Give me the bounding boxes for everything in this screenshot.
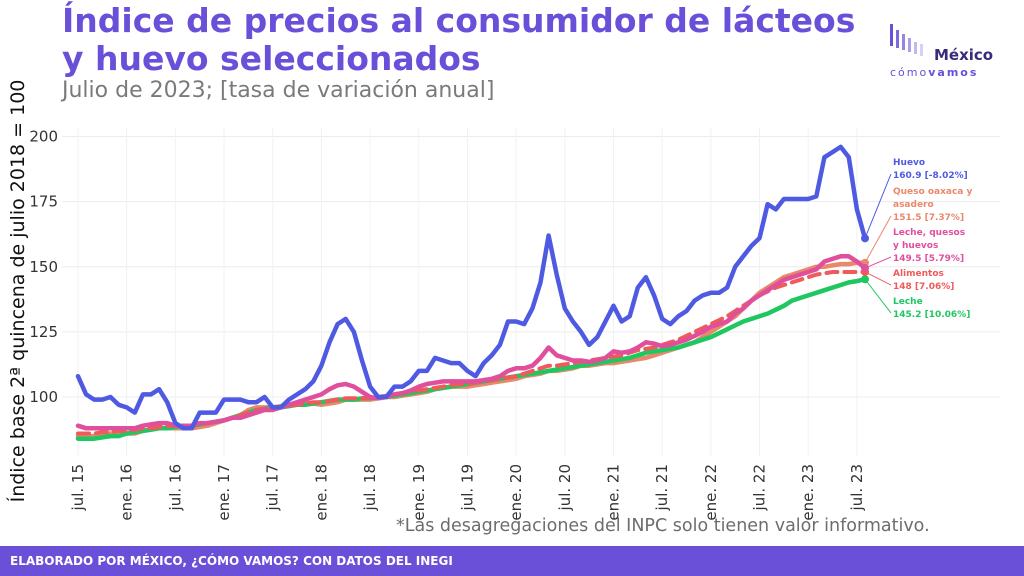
series-label-leader — [864, 173, 892, 239]
y-tick-label: 175 — [29, 193, 58, 211]
series-label-value: 149.5 [5.79%] — [893, 254, 964, 264]
page-subtitle: Julio de 2023; [tasa de variación anual] — [62, 78, 495, 103]
footer-text: ELABORADO POR MÉXICO, ¿CÓMO VAMOS? CON D… — [10, 554, 453, 568]
chart-grid — [62, 128, 1000, 456]
x-tick-label: ene. 16 — [118, 464, 136, 521]
x-tick-label: jul. 19 — [458, 464, 476, 511]
logo-text-bold: vamos — [928, 66, 979, 79]
logo-text-light: cómo — [890, 66, 929, 79]
x-tick-label: ene. 22 — [702, 464, 720, 521]
logo-text-bottom: cómovamos — [890, 66, 978, 79]
x-tick-label: ene. 18 — [312, 464, 330, 521]
series-label-name: y huevos — [893, 241, 938, 251]
series-label-name: Leche — [893, 297, 923, 307]
x-tick-label: jul. 22 — [751, 464, 769, 511]
series-label-leader — [864, 256, 892, 269]
y-axis-label: Índice base 2ª quincena de julio 2018 = … — [6, 80, 29, 503]
y-tick-label: 100 — [29, 388, 58, 406]
page-title: Índice de precios al consumidor de lácte… — [62, 1, 856, 78]
logo: México cómovamos — [888, 24, 1008, 84]
x-tick-label: jul. 23 — [848, 464, 866, 511]
x-tick-label: ene. 23 — [799, 464, 817, 521]
series-label-name: Alimentos — [893, 269, 944, 279]
logo-text-top: México — [934, 46, 994, 64]
series-label-value: 151.5 [7.37%] — [893, 213, 964, 223]
chart-series — [75, 144, 869, 441]
x-tick-label: jul. 16 — [166, 464, 184, 511]
series-label-leader — [864, 215, 892, 264]
series-label-name: asadero — [893, 200, 934, 210]
x-tick-label: ene. 17 — [215, 464, 233, 521]
series-label-leader — [864, 271, 892, 286]
x-tick-label: jul. 20 — [556, 464, 574, 511]
series-line-leche-quesos — [75, 254, 868, 431]
y-tick-label: 125 — [29, 323, 58, 341]
x-axis-ticks: jul. 15 ene. 16 jul. 16 ene. 17 jul. 17 ene. … — [69, 464, 866, 521]
x-tick-label: jul. 15 — [69, 464, 87, 511]
series-label-name: Huevo — [893, 158, 925, 168]
series-label-name: Leche, quesos — [893, 228, 965, 238]
x-tick-label: jul. 17 — [264, 464, 282, 511]
y-tick-label: 200 — [29, 128, 58, 146]
y-tick-label: 150 — [29, 258, 58, 276]
line-chart: 100 125 150 175 200 jul. 15 ene. 16 jul. 16 ene… — [6, 80, 1000, 521]
footnote: *Las desagregaciones del INPC solo tiene… — [396, 516, 930, 536]
logo-bars-icon — [890, 24, 923, 56]
series-label-leader — [864, 278, 892, 314]
x-tick-label: ene. 21 — [604, 464, 622, 521]
x-tick-label: jul. 18 — [361, 464, 379, 511]
series-label-value: 148 [7.06%] — [893, 282, 954, 292]
series-line-huevo — [75, 144, 868, 431]
x-tick-label: ene. 20 — [507, 464, 525, 521]
series-line-alimentos — [76, 270, 867, 436]
series-label-name: Queso oaxaca y — [893, 187, 973, 197]
series-label-value: 145.2 [10.06%] — [893, 310, 970, 320]
series-labels: Huevo 160.9 [-8.02%] Queso oaxaca y asadero… — [864, 158, 973, 320]
y-axis-ticks: 100 125 150 175 200 — [29, 128, 58, 407]
series-label-value: 160.9 [-8.02%] — [893, 171, 968, 181]
series-line-queso — [75, 260, 868, 439]
footer-bar: ELABORADO POR MÉXICO, ¿CÓMO VAMOS? CON D… — [0, 546, 1024, 576]
x-tick-label: jul. 21 — [653, 464, 671, 511]
x-tick-label: ene. 19 — [410, 464, 428, 521]
